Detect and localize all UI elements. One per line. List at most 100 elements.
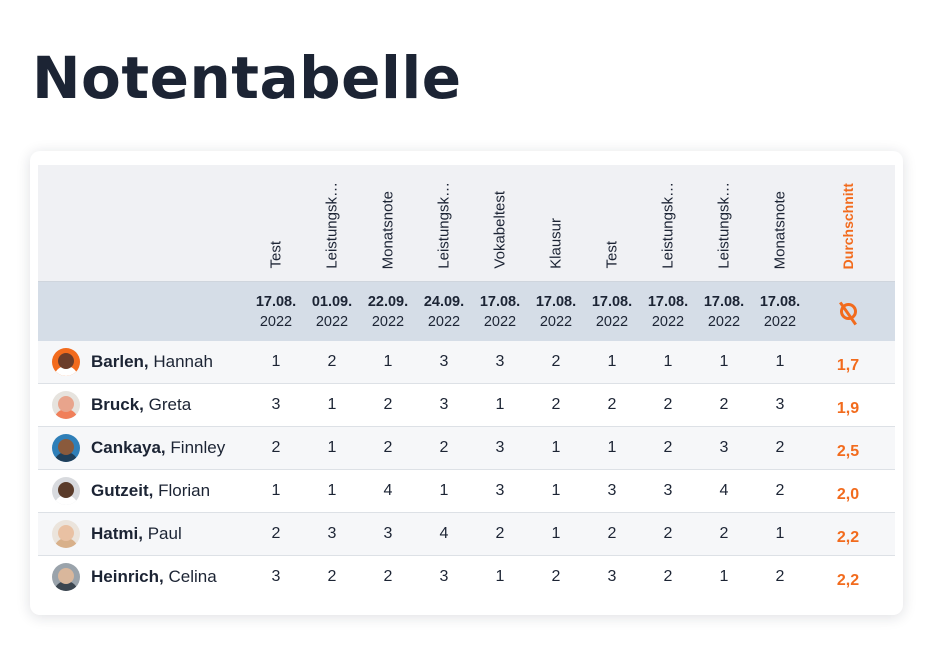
student-name[interactable]: Barlen, Hannah: [91, 352, 213, 372]
column-header-9[interactable]: Leistungsk…: [696, 165, 752, 281]
student-name[interactable]: Cankaya, Finnley: [91, 438, 225, 458]
grade-cell[interactable]: 1: [271, 353, 281, 370]
grade-cell[interactable]: 2: [663, 439, 673, 456]
avatar[interactable]: [52, 520, 80, 548]
grade-cell[interactable]: 1: [663, 353, 673, 370]
grade-cell[interactable]: 1: [383, 353, 393, 370]
grade-cell[interactable]: 2: [327, 568, 337, 585]
column-date-10: 17.08. 2022: [752, 282, 808, 341]
student-cell[interactable]: Heinrich, Celina: [52, 556, 217, 598]
grade-cell[interactable]: 3: [495, 353, 505, 370]
grade-cell[interactable]: 3: [607, 568, 617, 585]
grade-cell[interactable]: 2: [775, 439, 785, 456]
grade-cell[interactable]: 3: [439, 396, 449, 413]
grade-cell[interactable]: 2: [719, 525, 729, 542]
column-header-7[interactable]: Test: [584, 165, 640, 281]
grade-cell[interactable]: 4: [719, 482, 729, 499]
grade-cell[interactable]: 2: [607, 396, 617, 413]
grade-cell[interactable]: 3: [719, 439, 729, 456]
student-cell[interactable]: Bruck, Greta: [52, 384, 191, 426]
grade-cell[interactable]: 1: [439, 482, 449, 499]
grade-cell[interactable]: 2: [719, 396, 729, 413]
grade-cell[interactable]: 1: [775, 525, 785, 542]
grade-cell[interactable]: 3: [663, 482, 673, 499]
grade-cell[interactable]: 2: [327, 353, 337, 370]
grade-cell[interactable]: 1: [327, 439, 337, 456]
grade-cell[interactable]: 2: [775, 482, 785, 499]
grade-cell[interactable]: 3: [271, 396, 281, 413]
grade-cell[interactable]: 1: [327, 482, 337, 499]
grade-cell[interactable]: 1: [551, 525, 561, 542]
column-header-4[interactable]: Leistungsk…: [416, 165, 472, 281]
grade-cell[interactable]: 2: [663, 396, 673, 413]
table-row[interactable]: Bruck, Greta 3 1 2 3 1 2 2 2 2 3 1,9: [38, 384, 895, 427]
student-first-name: Florian: [158, 481, 211, 500]
grade-cell[interactable]: 2: [607, 525, 617, 542]
grade-cell[interactable]: 2: [551, 568, 561, 585]
student-first-name: Celina: [168, 567, 217, 586]
grade-cell[interactable]: 1: [607, 439, 617, 456]
column-header-label: Vokabeltest: [491, 191, 509, 269]
grade-cell[interactable]: 1: [719, 568, 729, 585]
avatar[interactable]: [52, 348, 80, 376]
student-cell[interactable]: Hatmi, Paul: [52, 513, 182, 555]
student-name[interactable]: Heinrich, Celina: [91, 567, 217, 587]
average-column-header[interactable]: Durchschnitt: [820, 165, 876, 281]
grade-cell[interactable]: 2: [271, 525, 281, 542]
grade-cell[interactable]: 3: [495, 482, 505, 499]
grade-cell[interactable]: 2: [495, 525, 505, 542]
grade-cell[interactable]: 3: [495, 439, 505, 456]
grade-cell[interactable]: 2: [383, 568, 393, 585]
column-header-2[interactable]: Leistungsk…: [304, 165, 360, 281]
avatar[interactable]: [52, 391, 80, 419]
grade-cell[interactable]: 3: [327, 525, 337, 542]
column-header-10[interactable]: Monatsnote: [752, 165, 808, 281]
grade-cell[interactable]: 1: [775, 353, 785, 370]
grade-cell[interactable]: 3: [439, 353, 449, 370]
grade-cell[interactable]: 3: [271, 568, 281, 585]
student-name[interactable]: Gutzeit, Florian: [91, 481, 210, 501]
grade-cell[interactable]: 1: [495, 396, 505, 413]
grade-cell[interactable]: 3: [607, 482, 617, 499]
grade-cell[interactable]: 2: [439, 439, 449, 456]
column-header-5[interactable]: Vokabeltest: [472, 165, 528, 281]
grade-cell[interactable]: 1: [551, 482, 561, 499]
grade-cell[interactable]: 2: [551, 353, 561, 370]
column-header-label: Leistungsk…: [715, 182, 733, 269]
column-header-1[interactable]: Test: [248, 165, 304, 281]
table-row[interactable]: Gutzeit, Florian 1 1 4 1 3 1 3 3 4 2 2,0: [38, 470, 895, 513]
avatar[interactable]: [52, 477, 80, 505]
student-name[interactable]: Bruck, Greta: [91, 395, 191, 415]
avatar[interactable]: [52, 434, 80, 462]
grade-cell[interactable]: 1: [607, 353, 617, 370]
avatar[interactable]: [52, 563, 80, 591]
grade-cell[interactable]: 1: [327, 396, 337, 413]
column-header-3[interactable]: Monatsnote: [360, 165, 416, 281]
grade-cell[interactable]: 2: [383, 439, 393, 456]
student-name[interactable]: Hatmi, Paul: [91, 524, 182, 544]
grade-cell[interactable]: 2: [663, 568, 673, 585]
table-row[interactable]: Cankaya, Finnley 2 1 2 2 3 1 1 2 3 2 2,5: [38, 427, 895, 470]
grade-cell[interactable]: 2: [551, 396, 561, 413]
grade-cell[interactable]: 1: [719, 353, 729, 370]
grade-cell[interactable]: 1: [271, 482, 281, 499]
grade-cell[interactable]: 3: [775, 396, 785, 413]
grade-cell[interactable]: 2: [663, 525, 673, 542]
grade-cell[interactable]: 2: [775, 568, 785, 585]
grade-cell[interactable]: 2: [271, 439, 281, 456]
grade-cell[interactable]: 3: [383, 525, 393, 542]
column-header-6[interactable]: Klausur: [528, 165, 584, 281]
table-row[interactable]: Barlen, Hannah 1 2 1 3 3 2 1 1 1 1 1,7: [38, 341, 895, 384]
table-row[interactable]: Heinrich, Celina 3 2 2 3 1 2 3 2 1 2 2,2: [38, 556, 895, 598]
student-cell[interactable]: Gutzeit, Florian: [52, 470, 210, 512]
column-header-8[interactable]: Leistungsk…: [640, 165, 696, 281]
grade-cell[interactable]: 2: [383, 396, 393, 413]
grade-cell[interactable]: 3: [439, 568, 449, 585]
table-row[interactable]: Hatmi, Paul 2 3 3 4 2 1 2 2 2 1 2,2: [38, 513, 895, 556]
grade-cell[interactable]: 4: [439, 525, 449, 542]
grade-cell[interactable]: 1: [551, 439, 561, 456]
student-cell[interactable]: Cankaya, Finnley: [52, 427, 225, 469]
grade-cell[interactable]: 1: [495, 568, 505, 585]
student-cell[interactable]: Barlen, Hannah: [52, 341, 213, 383]
grade-cell[interactable]: 4: [383, 482, 393, 499]
